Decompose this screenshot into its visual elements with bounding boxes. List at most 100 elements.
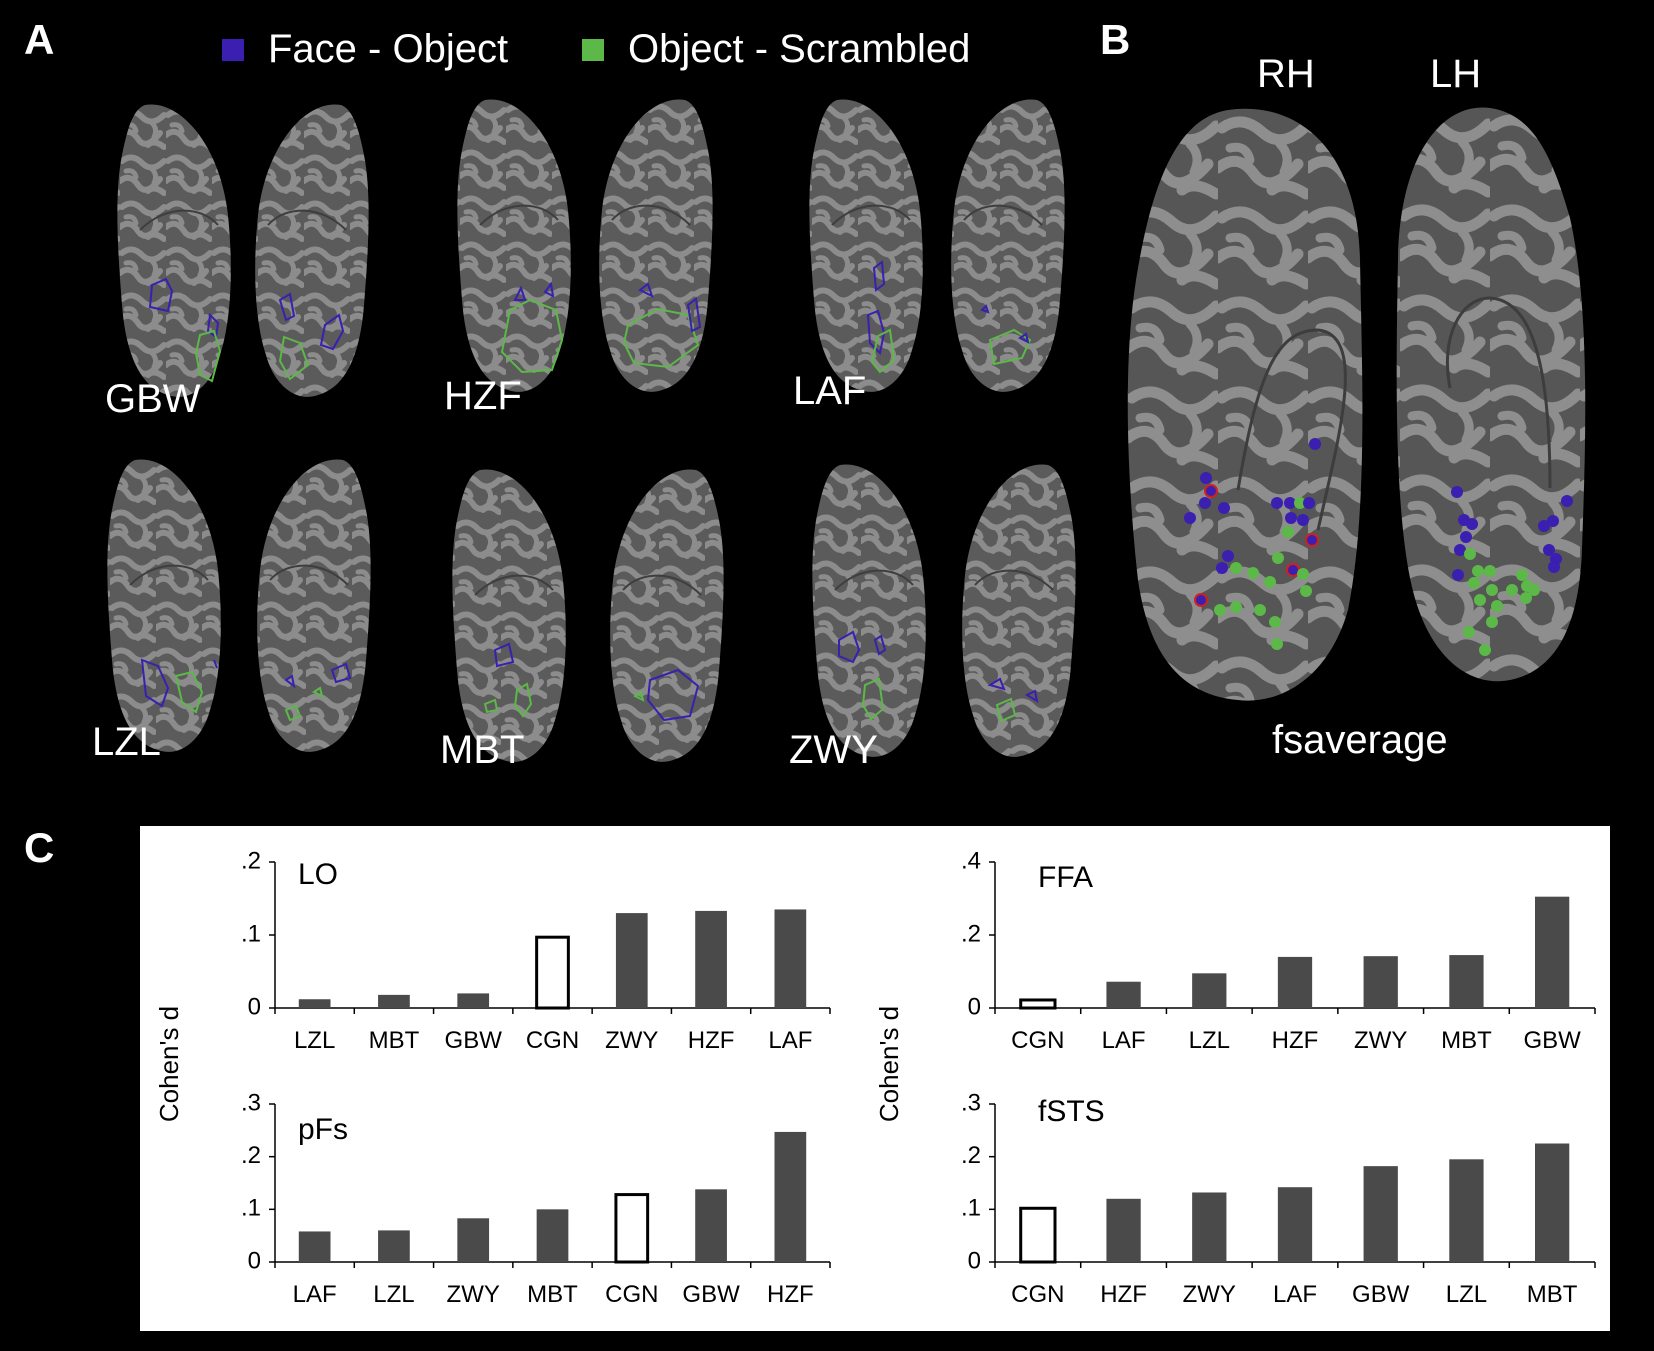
object-scrambled-label: Object - Scrambled (628, 27, 971, 71)
y-tick-label: 0 (968, 993, 981, 1020)
x-tick-label: HZF (767, 1281, 814, 1308)
bar-mbt (536, 1209, 569, 1262)
brain-lzl (106, 458, 372, 753)
x-tick-label: LZL (1446, 1281, 1487, 1308)
bar-hzf (1277, 956, 1313, 1008)
chart-title: FFA (1038, 861, 1093, 894)
bar-lzl (378, 1230, 410, 1262)
bar-mbt (1535, 1143, 1570, 1262)
bar-cgn (1019, 998, 1057, 1010)
bar-laf (298, 1231, 331, 1262)
bar-cgn (1019, 1206, 1057, 1264)
x-tick-label: MBT (369, 1027, 420, 1054)
y-tick-label: .1 (241, 920, 261, 947)
bar-zwy (1192, 1192, 1227, 1262)
x-tick-label: CGN (605, 1281, 658, 1308)
fsaverage-label: fsaverage (1272, 718, 1448, 762)
bar-cgn (535, 935, 570, 1010)
bar-mbt (1449, 955, 1484, 1008)
y-tick-label: .1 (961, 1195, 981, 1222)
subject-label-lzl: LZL (92, 720, 161, 764)
bar-mbt (378, 994, 410, 1008)
x-tick-label: LAF (768, 1027, 812, 1054)
bar-laf (774, 909, 807, 1008)
x-tick-label: ZWY (447, 1281, 500, 1308)
x-tick-label: ZWY (1354, 1027, 1407, 1054)
panel-c-charts: LO 0 .1 .2 LZL MBT GBW CGN ZWY HZF LAF FFA 0 .2 .4 CGN L… (140, 826, 1610, 1331)
lh-label: LH (1430, 52, 1482, 96)
effect-size-bar-charts: LO 0 .1 .2 LZL MBT GBW CGN ZWY HZF LAF FFA 0 .2 .4 CGN L… (154, 847, 1596, 1308)
chart-title: pFs (298, 1113, 348, 1146)
x-tick-label: LZL (1189, 1027, 1230, 1054)
y-tick-label: .1 (241, 1195, 261, 1222)
y-tick-label: .2 (961, 920, 981, 947)
subject-label-laf: LAF (793, 369, 867, 413)
bar-gbw (457, 993, 490, 1008)
legend-object-scrambled: Object - Scrambled (582, 27, 970, 72)
x-tick-label: LZL (373, 1281, 414, 1308)
y-tick-label: .3 (241, 1089, 261, 1116)
bar-gbw (1363, 1166, 1398, 1262)
bar-zwy (615, 913, 648, 1008)
y-tick-label: .2 (241, 847, 261, 874)
panel-b-letter: B (1100, 16, 1131, 63)
x-tick-label: CGN (1011, 1027, 1064, 1054)
x-tick-label: GBW (682, 1281, 740, 1308)
bar-gbw (695, 1189, 727, 1262)
brain-laf (808, 98, 1066, 393)
x-tick-label: MBT (1441, 1027, 1492, 1054)
chart-title: fSTS (1038, 1095, 1105, 1128)
x-tick-label: LAF (293, 1281, 337, 1308)
bar-hzf (1106, 1198, 1141, 1262)
y-tick-label: 0 (248, 993, 261, 1020)
y-axis-label-left: Cohen's d (154, 1006, 184, 1122)
brain-mbt (451, 468, 725, 763)
panel-c-letter: C (24, 824, 55, 871)
y-tick-label: 0 (248, 1247, 261, 1274)
bar-laf (1106, 981, 1141, 1008)
y-tick-label: .4 (961, 847, 981, 874)
x-tick-label: LAF (1273, 1281, 1317, 1308)
x-tick-label: HZF (688, 1027, 735, 1054)
fsaverage-dots (1184, 438, 1573, 656)
x-tick-label: HZF (1272, 1027, 1319, 1054)
object-scrambled-swatch (582, 38, 604, 61)
x-tick-label: GBW (1523, 1027, 1581, 1054)
bar-cgn (614, 1193, 650, 1264)
y-tick-label: .2 (961, 1142, 981, 1169)
bar-laf (1277, 1187, 1313, 1262)
x-tick-label: LAF (1102, 1027, 1146, 1054)
x-tick-label: HZF (1100, 1281, 1147, 1308)
x-tick-label: ZWY (605, 1027, 658, 1054)
face-object-swatch (222, 38, 244, 61)
subject-label-hzf: HZF (444, 374, 522, 418)
bar-zwy (1363, 956, 1398, 1008)
fsaverage-rh (1127, 108, 1363, 701)
y-axis-label-right: Cohen's d (874, 1006, 904, 1122)
bar-hzf (774, 1131, 807, 1262)
x-tick-label: GBW (445, 1027, 503, 1054)
x-tick-label: CGN (1011, 1281, 1064, 1308)
bar-hzf (695, 910, 727, 1008)
fsaverage-lh (1396, 107, 1586, 682)
bar-lzl (1449, 1159, 1484, 1262)
brain-gbw (116, 103, 370, 398)
y-tick-label: 0 (968, 1247, 981, 1274)
panel-a-letter: A (24, 16, 55, 63)
subject-label-gbw: GBW (105, 377, 201, 421)
brain-hzf (456, 98, 714, 393)
legend-face-object: Face - Object (222, 27, 508, 72)
bar-gbw (1535, 896, 1570, 1008)
rh-label: RH (1257, 52, 1315, 96)
x-tick-label: CGN (526, 1027, 579, 1054)
y-tick-label: .3 (961, 1089, 981, 1116)
subject-label-mbt: MBT (440, 728, 525, 772)
x-tick-label: MBT (1527, 1281, 1578, 1308)
bar-zwy (457, 1218, 490, 1262)
bar-lzl (1192, 973, 1227, 1008)
x-tick-label: MBT (527, 1281, 578, 1308)
x-tick-label: ZWY (1183, 1281, 1236, 1308)
y-tick-label: .2 (241, 1142, 261, 1169)
x-tick-label: LZL (294, 1027, 335, 1054)
x-tick-label: GBW (1352, 1281, 1410, 1308)
